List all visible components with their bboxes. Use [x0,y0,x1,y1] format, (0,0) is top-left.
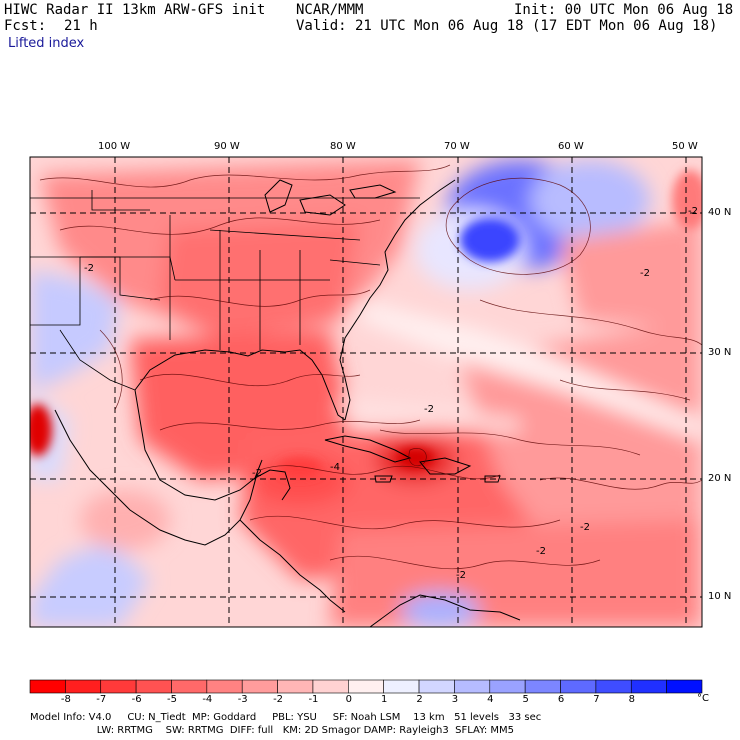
colorbar-tick-label: 7 [593,694,600,705]
lon-label: 90 W [214,141,240,152]
contour-label: -2 [580,522,590,533]
lon-label: 70 W [444,141,470,152]
field-name: Lifted index [8,36,85,51]
coastlines [54,179,521,627]
contour-label: -2 [688,206,698,217]
contour-label: -2 [252,468,262,479]
colorbar-tick-label: -6 [131,694,142,705]
organization-label: NCAR/MMM [296,2,364,18]
colorbar-tick-label: -1 [308,694,319,705]
colorbar-swatch [241,679,278,694]
colorbar-tick-label: 0 [345,694,352,705]
lat-lon-grid [30,157,702,627]
forecast-label: Fcst: [4,18,47,34]
lon-label: 80 W [330,141,356,152]
contour-label: -2 [640,268,650,279]
colorbar-tick-label: -8 [60,694,71,705]
colorbar-swatch [29,679,66,694]
colorbar-swatch [277,679,314,694]
init-time: Init: 00 UTC Mon 06 Aug 18 [514,2,734,18]
valid-time: Valid: 21 UTC Mon 06 Aug 18 (17 EDT Mon … [296,18,718,34]
colorbar-tick-label: 2 [416,694,423,705]
colorbar-swatch [524,679,561,694]
colorbar-swatch [312,679,349,694]
model-title: HIWC Radar II 13km ARW-GFS init [4,2,266,18]
contour-label: -2 [456,570,466,581]
contour-labels: -2 -2 -2 -4 -2 -2 -2 -2 -2 [84,206,698,581]
colorbar-tick-label: 4 [487,694,494,705]
colorbar-tick-label: 3 [451,694,459,705]
colorbar-tick-label: 8 [628,694,635,705]
forecast-hour: 21 h [64,18,98,34]
lat-label: 40 N [708,207,732,218]
colorbar-tick-label: 5 [522,694,529,705]
colorbar-swatch [454,679,491,694]
lat-label: 30 N [708,347,732,358]
colorbar-swatch [560,679,597,694]
field-background [30,157,702,627]
colorbar-swatch [595,679,632,694]
contour-label: -2 [424,404,434,415]
colorbar-tick-label: -5 [166,694,177,705]
colorbar-tick-label: -2 [273,694,284,705]
colorbar-swatch [135,679,172,694]
contour-label: -2 [84,263,94,274]
lat-label: 10 N [708,591,732,602]
colorbar-unit: °C [697,693,709,704]
contours [39,164,702,570]
colorbar-swatch [348,679,384,694]
colorbar-swatch [206,679,243,694]
model-info-line-1: Model Info: V4.0 CU: N_Tiedt MP: Goddard… [30,712,542,723]
lat-label: 20 N [708,473,732,484]
colorbar-swatch [666,679,703,694]
contour-label: -4 [330,462,340,473]
state-borders [30,190,420,391]
colorbar-swatch [100,679,137,694]
lon-label: 60 W [558,141,584,152]
colorbar-swatch [383,679,420,694]
colorbar-tick-label: -7 [96,694,107,705]
colorbar-tick-label: -4 [202,694,213,705]
lon-label: 100 W [98,141,131,152]
colorbar-tick-label: 1 [380,694,388,705]
colorbar-swatch [418,679,455,694]
colorbar-swatch [489,679,526,694]
contour-label: -2 [536,546,546,557]
colorbar-tick-label: 6 [557,694,565,705]
map-frame [29,156,703,628]
colorbar-swatch [630,679,667,694]
colorbar-tick-label: -3 [237,694,248,705]
lon-label: 50 W [672,141,698,152]
lifted-index-shading [30,160,700,627]
model-info-line-2: LW: RRTMG SW: RRTMG DIFF: full KM: 2D Sm… [30,725,515,736]
colorbar-swatch [65,679,102,694]
colorbar [29,679,703,694]
colorbar-swatch [171,679,208,694]
